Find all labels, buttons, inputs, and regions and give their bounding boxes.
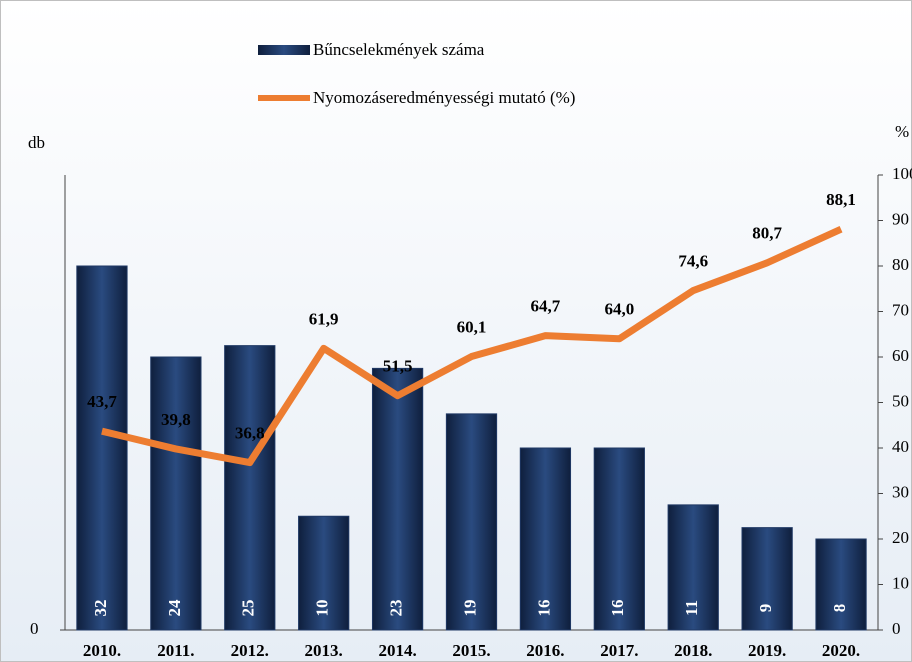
line-value-label: 80,7 — [752, 224, 782, 243]
line-value-label: 64,7 — [531, 297, 561, 316]
bar — [371, 367, 424, 631]
line-value-label: 61,9 — [309, 309, 339, 328]
x-tick-label: 2013. — [305, 641, 343, 660]
y2-tick-label: 70 — [892, 300, 909, 319]
bar-value-label: 24 — [165, 599, 184, 617]
bar — [593, 447, 645, 631]
bar-value-label: 19 — [460, 600, 479, 617]
bar — [224, 345, 276, 631]
line — [101, 225, 843, 467]
bar-value-label: 23 — [386, 600, 405, 617]
bar — [519, 447, 572, 631]
y2-tick-label: 30 — [892, 482, 909, 501]
x-tick-label: 2014. — [378, 641, 416, 660]
x-tick-label: 2010. — [83, 641, 121, 660]
bar — [815, 538, 867, 631]
legend-swatch-bar — [258, 45, 310, 55]
y2-tick-label: 10 — [892, 573, 909, 592]
line-value-label: 64,0 — [604, 300, 634, 319]
y2-axis-label: % — [895, 122, 909, 141]
y2-tick-label: 60 — [892, 346, 909, 365]
bar-value-label: 8 — [830, 604, 849, 613]
bar-value-label: 25 — [239, 600, 258, 617]
bar-value-label: 11 — [682, 600, 701, 616]
bar — [445, 413, 498, 631]
x-tick-label: 2016. — [526, 641, 564, 660]
bar — [298, 515, 350, 631]
y2-tick-label: 90 — [892, 209, 909, 228]
x-tick-label: 2018. — [674, 641, 712, 660]
y2-tick-label: 0 — [892, 619, 901, 638]
line-value-label: 39,8 — [161, 410, 191, 429]
bar-value-label: 16 — [534, 600, 553, 617]
x-tick-label: 2012. — [231, 641, 269, 660]
x-tick-label: 2015. — [452, 641, 490, 660]
bar — [667, 504, 719, 631]
bar — [76, 265, 128, 631]
y2-tick-label: 100 — [892, 164, 912, 183]
legend-label: Nyomozáseredményességi mutató (%) — [313, 88, 575, 107]
y2-tick-label: 20 — [892, 528, 909, 547]
line-value-label: 74,6 — [678, 251, 708, 270]
y-tick-label: 0 — [30, 619, 39, 638]
line-value-label: 51,5 — [383, 357, 413, 376]
bar-value-label: 10 — [313, 600, 332, 617]
line-value-label: 43,7 — [87, 392, 117, 411]
line-value-label: 36,8 — [235, 423, 265, 442]
y-axis-label: db — [28, 133, 45, 152]
y2-tick-label: 80 — [892, 255, 909, 274]
bar-value-label: 32 — [91, 600, 110, 617]
bar-value-label: 16 — [608, 600, 627, 617]
line-value-label: 60,1 — [457, 317, 487, 336]
legend-label: Bűncselekmények száma — [313, 40, 485, 59]
x-tick-label: 2017. — [600, 641, 638, 660]
y2-tick-label: 50 — [892, 391, 909, 410]
x-tick-label: 2011. — [157, 641, 194, 660]
bar-value-label: 9 — [756, 604, 775, 613]
x-tick-label: 2019. — [748, 641, 786, 660]
line-value-label: 88,1 — [826, 190, 856, 209]
x-tick-label: 2020. — [822, 641, 860, 660]
bar — [150, 356, 202, 631]
y2-tick-label: 40 — [892, 437, 909, 456]
bar — [741, 527, 793, 631]
